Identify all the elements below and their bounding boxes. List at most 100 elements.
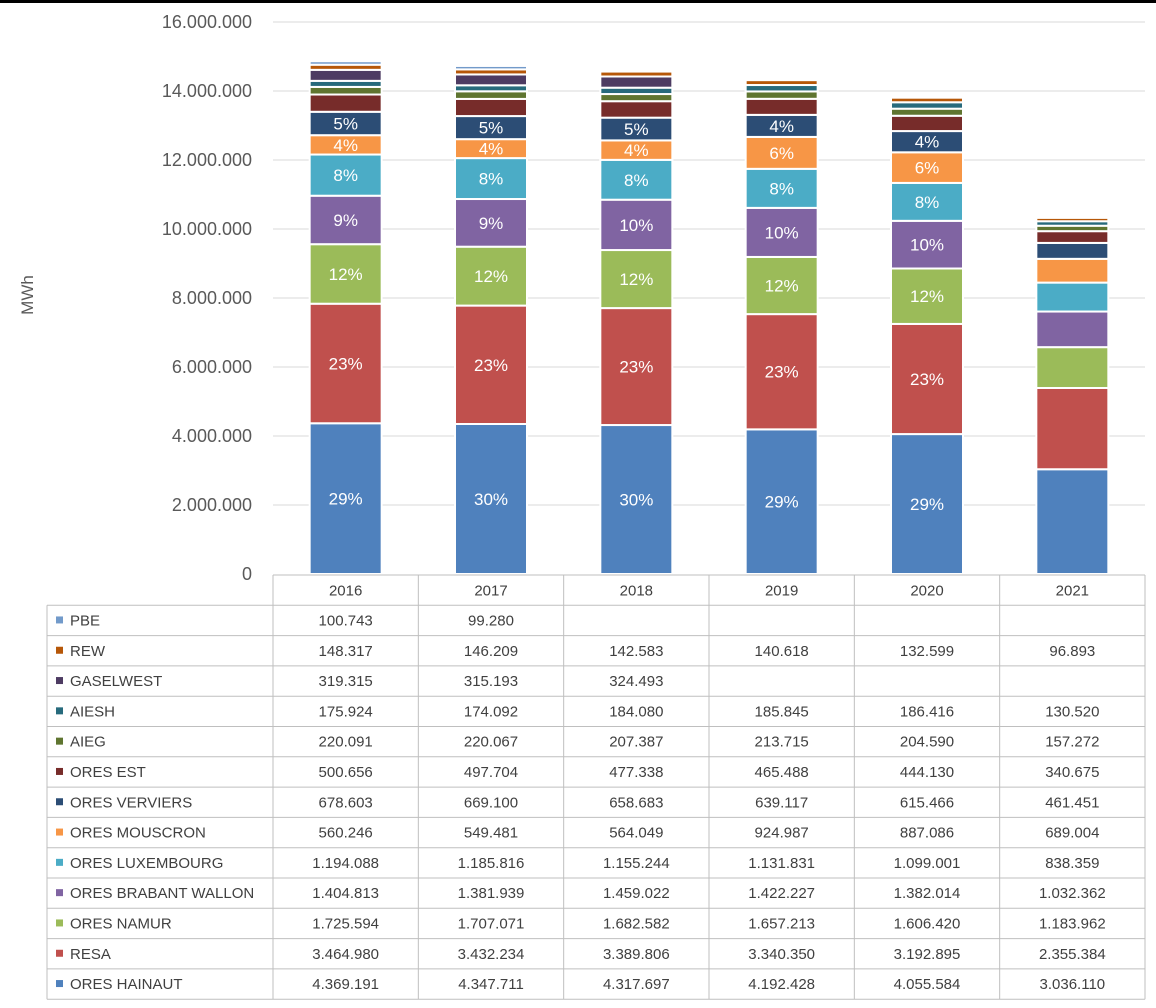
y-tick-label: 2.000.000 (172, 495, 252, 515)
data-label: 10% (619, 216, 653, 235)
bar-segment (890, 322, 964, 436)
data-label: 12% (474, 267, 508, 286)
table-cell: 1.185.816 (458, 855, 525, 872)
data-label: 4% (479, 140, 504, 159)
table-cell: 3.192.895 (894, 946, 961, 963)
table-cell: 1.183.962 (1039, 915, 1106, 932)
data-label: 4% (915, 133, 940, 152)
table-cell: 4.347.711 (458, 976, 524, 993)
table-cell: 204.590 (900, 734, 954, 751)
table-cell: 4.317.697 (603, 976, 670, 993)
bar-stack-2021 (1035, 216, 1110, 576)
table-cell: 186.416 (900, 703, 954, 720)
table-cell: 100.743 (319, 612, 373, 629)
y-tick-label: 14.000.000 (162, 81, 252, 101)
bar-segment (744, 167, 819, 209)
data-label: 10% (765, 223, 799, 242)
bar-segment (744, 135, 819, 170)
table-cell: 1.131.831 (748, 855, 815, 872)
gridlines (273, 21, 1145, 506)
bar-segment (890, 96, 964, 104)
data-label: 12% (619, 270, 653, 289)
bar-segment (308, 302, 383, 425)
bar-segment (890, 107, 964, 117)
table-cell: 132.599 (900, 643, 954, 660)
data-label: 5% (333, 114, 358, 133)
bar-segment (454, 304, 528, 426)
table-cell: 497.704 (464, 764, 518, 781)
bar-segment (1035, 257, 1110, 284)
y-tick-label: 10.000.000 (162, 219, 252, 239)
table-cell: 140.618 (755, 643, 809, 660)
bar-segment (308, 422, 383, 575)
bar-stack-2019: 29% 23% 12% 10% 8% 6% 4% (744, 79, 819, 575)
table-cell: 4.369.191 (312, 976, 379, 993)
legend-key (56, 949, 63, 957)
table-cell: 658.683 (609, 794, 663, 811)
table-row: ORES EST 500.656 497.704 477.338 465.488 444.… (56, 764, 1099, 781)
data-label: 30% (619, 491, 653, 510)
legend-key (56, 980, 63, 988)
bar-segment (454, 245, 528, 307)
table-cell: 1.382.014 (894, 885, 961, 902)
bar-segment (599, 307, 674, 427)
series-name: AIEG (70, 734, 106, 751)
table-cell: 1.725.594 (312, 915, 379, 932)
table-cell: 157.272 (1045, 734, 1099, 751)
bar-segment (744, 206, 819, 258)
legend-key (56, 858, 63, 866)
legend-key (56, 919, 63, 927)
bar-segment (454, 423, 528, 575)
bar-stack-2016: 29% 23% 12% 9% 8% 4% 5% (308, 60, 383, 575)
y-tick-label: 12.000.000 (162, 150, 252, 170)
data-label: 5% (624, 120, 649, 139)
bar-segment (454, 198, 528, 248)
bar-segment (308, 243, 383, 305)
bar-segment (1035, 468, 1110, 576)
bar-segment (599, 100, 674, 119)
category-label: 2020 (910, 583, 943, 600)
bar-segment (599, 424, 674, 575)
bar-segment (599, 75, 674, 89)
data-label: 12% (765, 277, 799, 296)
data-label: 8% (915, 193, 940, 212)
bar-segment (1035, 216, 1110, 223)
data-label: 9% (333, 211, 358, 230)
legend-key (56, 828, 63, 836)
series-name: ORES BRABANT WALLON (70, 885, 254, 902)
table-cell: 175.924 (319, 703, 373, 720)
data-label: 6% (769, 144, 794, 163)
table-cell: 1.707.071 (458, 915, 525, 932)
table-cell: 639.117 (755, 794, 808, 811)
table-cell: 184.080 (609, 703, 663, 720)
legend-key (56, 646, 63, 654)
legend-key (56, 798, 63, 806)
data-label: 10% (910, 236, 944, 255)
data-label: 4% (333, 136, 358, 155)
legend-key (56, 707, 63, 715)
table-cell: 207.387 (609, 734, 663, 751)
table-cell: 3.464.980 (312, 946, 379, 963)
table-cell: 887.086 (900, 825, 954, 842)
series-name: AIESH (70, 703, 115, 720)
data-label: 12% (910, 287, 944, 306)
y-tick-label: 6.000.000 (172, 357, 252, 377)
data-label: 30% (474, 490, 508, 509)
table-cell: 148.317 (319, 643, 373, 660)
table-cell: 1.099.001 (894, 855, 961, 872)
data-label: 6% (915, 159, 940, 178)
table-row: REW 148.317 146.209 142.583 140.618 132.599 96… (56, 643, 1095, 660)
category-label: 2016 (329, 583, 362, 600)
bar-segment (744, 97, 819, 116)
series-name: ORES EST (70, 764, 146, 781)
table-row: ORES LUXEMBOURG 1.194.088 1.185.816 1.155.2… (56, 855, 1099, 872)
bar-stack-2020: 29% 23% 12% 10% 8% 6% 4% (890, 96, 964, 576)
legend-key (56, 677, 63, 685)
legend-key (56, 737, 63, 745)
data-label: 23% (619, 358, 653, 377)
table-cell: 461.451 (1045, 794, 1099, 811)
data-label: 8% (624, 171, 649, 190)
table-cell: 549.481 (464, 825, 518, 842)
bar-segment (1035, 230, 1110, 244)
bar-segment (1035, 386, 1110, 471)
